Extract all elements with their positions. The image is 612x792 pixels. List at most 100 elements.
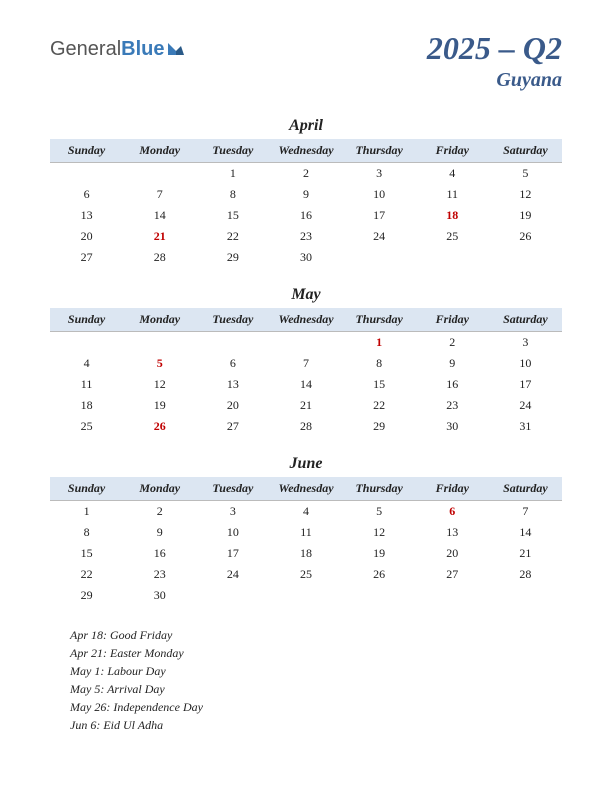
calendar-cell: 5 bbox=[343, 501, 416, 523]
calendar-cell bbox=[196, 332, 269, 354]
month-title: May bbox=[50, 286, 562, 304]
logo-text: GeneralBlue bbox=[50, 38, 165, 61]
title-block: 2025 – Q2 Guyana bbox=[427, 30, 562, 92]
calendar-cell: 29 bbox=[50, 585, 123, 606]
calendar-cell: 17 bbox=[489, 374, 562, 395]
calendar-row: 2930 bbox=[50, 585, 562, 606]
logo-general: General bbox=[50, 38, 121, 60]
calendar-cell: 11 bbox=[269, 522, 342, 543]
calendar-cell: 26 bbox=[489, 226, 562, 247]
month-block: April SundayMondayTuesdayWednesdayThursda… bbox=[50, 117, 562, 268]
calendar-cell: 7 bbox=[489, 501, 562, 523]
month-block: JuneSundayMondayTuesdayWednesdayThursday… bbox=[50, 455, 562, 606]
calendar-cell: 14 bbox=[269, 374, 342, 395]
calendar-cell: 23 bbox=[269, 226, 342, 247]
calendar-cell: 24 bbox=[196, 564, 269, 585]
calendar-cell: 18 bbox=[416, 205, 489, 226]
calendar-table: SundayMondayTuesdayWednesdayThursdayFrid… bbox=[50, 308, 562, 437]
calendar-cell: 23 bbox=[416, 395, 489, 416]
calendar-cell: 6 bbox=[50, 184, 123, 205]
day-header: Tuesday bbox=[196, 139, 269, 163]
calendar-cell bbox=[343, 247, 416, 268]
calendar-cell: 2 bbox=[123, 501, 196, 523]
day-header: Thursday bbox=[343, 477, 416, 501]
holiday-item: May 5: Arrival Day bbox=[70, 680, 562, 698]
calendar-cell: 30 bbox=[123, 585, 196, 606]
calendar-cell: 20 bbox=[196, 395, 269, 416]
calendar-cell: 11 bbox=[416, 184, 489, 205]
calendar-cell: 10 bbox=[343, 184, 416, 205]
calendar-row: 25262728293031 bbox=[50, 416, 562, 437]
calendar-cell: 5 bbox=[489, 163, 562, 185]
holiday-item: Apr 18: Good Friday bbox=[70, 626, 562, 644]
calendar-cell: 23 bbox=[123, 564, 196, 585]
day-header: Wednesday bbox=[269, 308, 342, 332]
day-header: Saturday bbox=[489, 139, 562, 163]
calendar-cell: 25 bbox=[269, 564, 342, 585]
calendar-cell: 20 bbox=[416, 543, 489, 564]
day-header: Tuesday bbox=[196, 477, 269, 501]
calendar-cell: 1 bbox=[343, 332, 416, 354]
calendar-cell: 22 bbox=[196, 226, 269, 247]
calendar-cell: 3 bbox=[343, 163, 416, 185]
calendar-cell: 27 bbox=[196, 416, 269, 437]
calendar-cell: 18 bbox=[50, 395, 123, 416]
calendar-cell: 24 bbox=[343, 226, 416, 247]
day-header: Saturday bbox=[489, 308, 562, 332]
calendar-row: 123 bbox=[50, 332, 562, 354]
day-header: Friday bbox=[416, 477, 489, 501]
calendar-cell: 13 bbox=[416, 522, 489, 543]
calendar-cell: 6 bbox=[416, 501, 489, 523]
calendar-cell: 27 bbox=[50, 247, 123, 268]
calendar-cell: 8 bbox=[50, 522, 123, 543]
calendar-cell: 13 bbox=[196, 374, 269, 395]
calendar-cell: 28 bbox=[489, 564, 562, 585]
calendar-cell: 17 bbox=[196, 543, 269, 564]
calendar-cell: 16 bbox=[123, 543, 196, 564]
calendar-cell: 19 bbox=[343, 543, 416, 564]
month-title: April bbox=[50, 117, 562, 135]
calendar-cell: 2 bbox=[269, 163, 342, 185]
calendar-cell bbox=[489, 585, 562, 606]
calendar-table: SundayMondayTuesdayWednesdayThursdayFrid… bbox=[50, 139, 562, 268]
calendar-cell: 3 bbox=[489, 332, 562, 354]
calendar-cell: 4 bbox=[416, 163, 489, 185]
holiday-item: Apr 21: Easter Monday bbox=[70, 644, 562, 662]
logo-icon bbox=[167, 40, 185, 61]
calendar-cell bbox=[269, 585, 342, 606]
calendar-cell: 21 bbox=[269, 395, 342, 416]
calendar-row: 22232425262728 bbox=[50, 564, 562, 585]
calendar-cell: 16 bbox=[416, 374, 489, 395]
calendar-cell: 26 bbox=[343, 564, 416, 585]
calendar-row: 18192021222324 bbox=[50, 395, 562, 416]
calendar-cell: 10 bbox=[489, 353, 562, 374]
calendar-cell bbox=[123, 332, 196, 354]
calendar-row: 20212223242526 bbox=[50, 226, 562, 247]
day-header: Monday bbox=[123, 308, 196, 332]
calendar-cell: 21 bbox=[489, 543, 562, 564]
calendar-cell bbox=[196, 585, 269, 606]
calendar-cell: 7 bbox=[123, 184, 196, 205]
calendar-cell: 12 bbox=[489, 184, 562, 205]
calendar-cell: 28 bbox=[269, 416, 342, 437]
logo-blue: Blue bbox=[121, 38, 164, 60]
calendar-cell: 25 bbox=[416, 226, 489, 247]
calendar-cell: 7 bbox=[269, 353, 342, 374]
calendar-cell: 31 bbox=[489, 416, 562, 437]
day-header: Friday bbox=[416, 308, 489, 332]
calendar-cell: 4 bbox=[50, 353, 123, 374]
calendar-cell: 9 bbox=[123, 522, 196, 543]
day-header: Wednesday bbox=[269, 139, 342, 163]
calendar-cell: 26 bbox=[123, 416, 196, 437]
calendar-cell bbox=[416, 247, 489, 268]
calendar-cell: 12 bbox=[343, 522, 416, 543]
calendar-cell: 8 bbox=[196, 184, 269, 205]
day-header: Monday bbox=[123, 477, 196, 501]
holiday-item: May 1: Labour Day bbox=[70, 662, 562, 680]
calendar-cell: 10 bbox=[196, 522, 269, 543]
calendar-cell: 16 bbox=[269, 205, 342, 226]
logo: GeneralBlue bbox=[50, 38, 185, 61]
day-header: Thursday bbox=[343, 139, 416, 163]
calendar-cell: 30 bbox=[416, 416, 489, 437]
calendar-row: 13141516171819 bbox=[50, 205, 562, 226]
